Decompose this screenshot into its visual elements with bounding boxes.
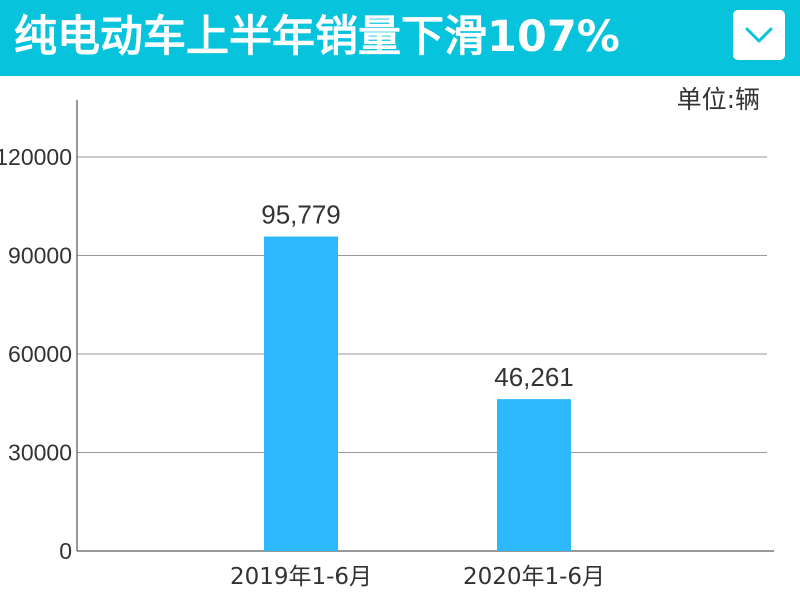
category-label: 2019年1-6月 xyxy=(230,564,372,590)
y-tick-label: 30000 xyxy=(8,440,72,466)
header-bar: 纯电动车上半年销量下滑107% xyxy=(0,0,800,76)
axis-layer: 0 30000 60000 90000 120000 xyxy=(0,100,774,564)
y-tick-label: 120000 xyxy=(0,144,72,170)
page-title: 纯电动车上半年销量下滑107% xyxy=(14,12,620,62)
data-label: 46,261 xyxy=(494,362,574,392)
label-layer: 95,779 2019年1-6月 46,261 2020年1-6月 xyxy=(230,200,605,590)
y-tick-label: 0 xyxy=(59,538,72,564)
y-tick-label: 90000 xyxy=(8,243,72,269)
dropdown-button[interactable] xyxy=(733,10,785,60)
data-label: 95,779 xyxy=(261,200,341,230)
bar-layer xyxy=(264,236,571,551)
y-tick-label: 60000 xyxy=(8,341,72,367)
unit-label: 单位:辆 xyxy=(676,85,760,114)
category-label: 2020年1-6月 xyxy=(463,564,605,590)
chevron-down-icon xyxy=(745,27,773,43)
bar xyxy=(497,399,571,551)
grid-layer xyxy=(77,156,767,453)
bar xyxy=(264,236,338,551)
